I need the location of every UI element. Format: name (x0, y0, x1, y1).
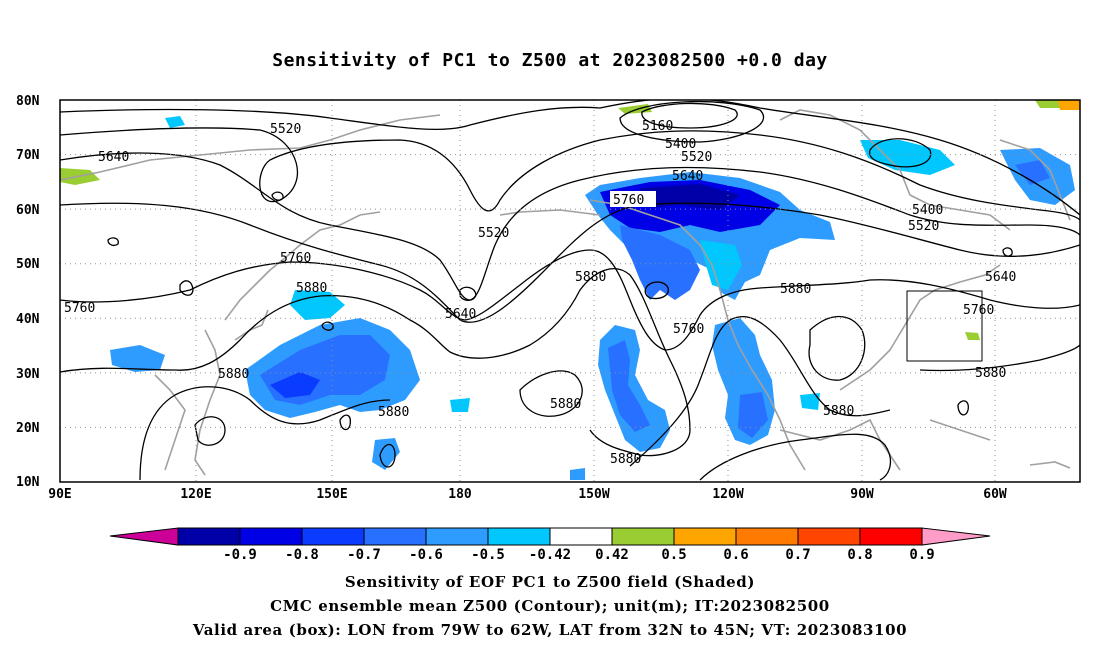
contour-label: 5880 (780, 282, 811, 297)
lon-tick-label: 90E (48, 487, 71, 502)
colorbar-box (301, 527, 365, 546)
colorbar-label: -0.9 (223, 547, 257, 563)
lat-tick-label: 40N (16, 312, 40, 327)
contour-label: 5160 (642, 119, 673, 134)
colorbar-box (735, 527, 799, 546)
colorbar-label: -0.42 (529, 547, 571, 563)
colorbar-label: 0.6 (723, 547, 748, 563)
contour-label: 5760 (280, 251, 311, 266)
colorbar-box (487, 527, 551, 546)
colorbar-label: 0.7 (785, 547, 810, 563)
colorbar-label: -0.5 (471, 547, 505, 563)
colorbar-label: 0.42 (595, 547, 629, 563)
lon-tick-label: 150E (316, 487, 347, 502)
contour-label: 5760 (673, 322, 704, 337)
contour-label: 5520 (270, 122, 301, 137)
colorbar: -0.9 -0.8 -0.7 -0.6 -0.5 -0.42 0.42 0.5 0.6 0.7 0.… (109, 527, 991, 563)
colorbar-box (363, 527, 427, 546)
colorbar-label: -0.8 (285, 547, 319, 563)
lat-tick-label: 10N (16, 475, 40, 490)
colorbar-label: -0.6 (409, 547, 443, 563)
sensitivity-shading (60, 100, 1080, 480)
contour-label: 5520 (478, 226, 509, 241)
coastlines (60, 109, 1071, 476)
map-grid (60, 100, 1080, 482)
colorbar-box (673, 527, 737, 546)
caption-line-3: Valid area (box): LON from 79W to 62W, L… (192, 621, 908, 639)
lon-tick-label: 150W (578, 487, 609, 502)
lon-tick-label: 180 (448, 487, 472, 502)
contour-label: 5880 (823, 404, 854, 419)
contour-label: 5520 (908, 219, 939, 234)
lat-tick-label: 70N (16, 148, 40, 163)
lat-tick-label: 20N (16, 421, 40, 436)
contour-labels: 5160 5400 5400 5520 5520 5520 5520 5640 … (64, 119, 1016, 467)
colorbar-box (239, 527, 303, 546)
colorbar-box (549, 527, 613, 546)
colorbar-box (859, 527, 923, 546)
colorbar-box (425, 527, 489, 546)
lat-axis: 80N 70N 60N 50N 40N 30N 20N 10N (16, 94, 40, 490)
contour-label: 5400 (912, 203, 943, 218)
lon-tick-label: 120W (712, 487, 743, 502)
contour-label: 5640 (985, 270, 1016, 285)
caption-line-2: CMC ensemble mean Z500 (Contour); unit(m… (270, 597, 830, 615)
plot-frame (59, 99, 1081, 483)
colorbar-low-extend (109, 527, 179, 546)
colorbar-box (177, 527, 241, 546)
contour-label: 5640 (445, 307, 476, 322)
contour-label: 5880 (296, 281, 327, 296)
contour-label: 5520 (681, 150, 712, 165)
colorbar-boxes (177, 527, 923, 546)
lon-tick-label: 90W (850, 487, 874, 502)
contour-label: 5880 (610, 452, 641, 467)
contour-label: 5880 (575, 270, 606, 285)
contour-label: 5640 (98, 150, 129, 165)
colorbar-label: 0.5 (661, 547, 686, 563)
colorbar-box (797, 527, 861, 546)
lon-tick-label: 60W (983, 487, 1007, 502)
colorbar-label: -0.7 (347, 547, 381, 563)
contour-label-box (610, 191, 656, 207)
contour-label: 5880 (975, 366, 1006, 381)
caption-line-1: Sensitivity of EOF PC1 to Z500 field (Sh… (344, 573, 756, 591)
map-title: Sensitivity of PC1 to Z500 at 2023082500… (272, 50, 828, 71)
contour-label: 5760 (64, 301, 95, 316)
contour-label: 5880 (378, 405, 409, 420)
valid-area-box (906, 290, 983, 362)
colorbar-label: 0.8 (847, 547, 872, 563)
contour-label: 5880 (550, 397, 581, 412)
colorbar-box (611, 527, 675, 546)
contour-label: 5400 (665, 137, 696, 152)
contour-label: 5880 (218, 367, 249, 382)
contour-label: 5760 (613, 193, 644, 208)
contour-label: 5640 (672, 169, 703, 184)
lat-tick-label: 50N (16, 257, 40, 272)
lon-tick-label: 120E (180, 487, 211, 502)
colorbar-label: 0.9 (909, 547, 934, 563)
colorbar-high-extend (921, 527, 991, 546)
lat-tick-label: 60N (16, 203, 40, 218)
lon-axis: 90E 120E 150E 180 150W 120W 90W 60W (48, 487, 1007, 502)
lat-tick-label: 30N (16, 367, 40, 382)
lat-tick-label: 80N (16, 94, 40, 109)
z500-contours (60, 100, 1080, 481)
contour-label: 5760 (963, 303, 994, 318)
colorbar-labels: -0.9 -0.8 -0.7 -0.6 -0.5 -0.42 0.42 0.5 0.6 0.7 0.… (223, 547, 935, 563)
